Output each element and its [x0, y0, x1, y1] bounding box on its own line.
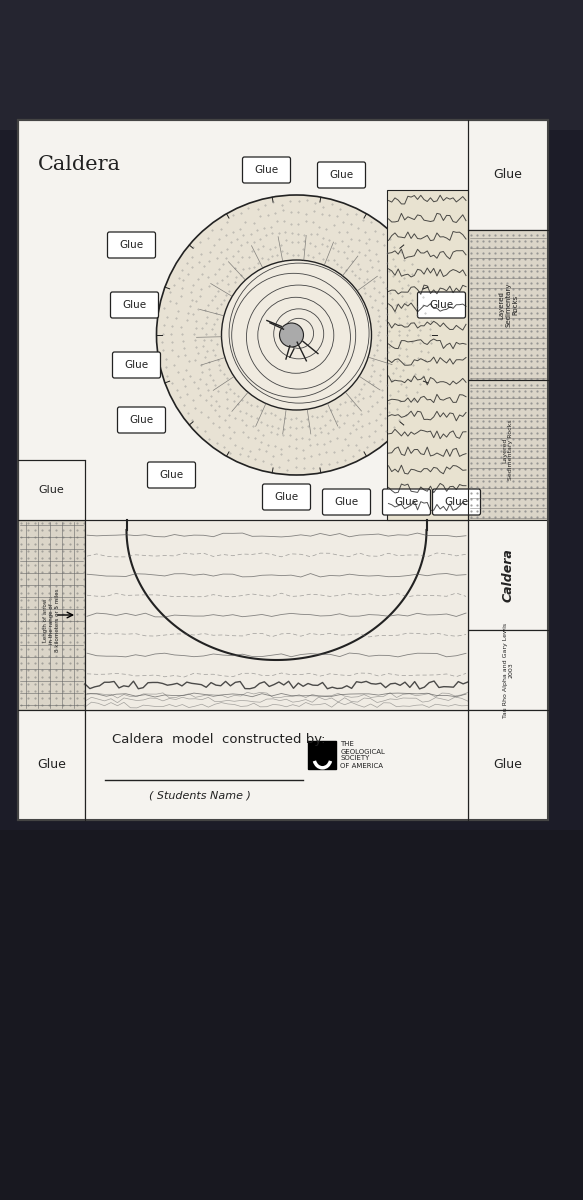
Circle shape — [279, 323, 304, 347]
Text: Glue: Glue — [494, 758, 522, 772]
Text: Glue: Glue — [335, 497, 359, 506]
FancyBboxPatch shape — [107, 232, 156, 258]
FancyBboxPatch shape — [113, 352, 160, 378]
Text: Glue: Glue — [329, 170, 353, 180]
Bar — [0, 830, 583, 1200]
Bar — [468, 120, 548, 230]
FancyBboxPatch shape — [111, 292, 159, 318]
Text: Caldera  model  constructed by:: Caldera model constructed by: — [113, 733, 326, 746]
Bar — [18, 120, 548, 820]
Text: Glue: Glue — [444, 497, 469, 506]
Bar — [18, 460, 85, 520]
Bar — [0, 0, 583, 130]
Bar — [468, 630, 548, 710]
Circle shape — [156, 194, 437, 475]
Bar — [468, 710, 548, 820]
FancyBboxPatch shape — [318, 162, 366, 188]
Text: Glue: Glue — [120, 240, 143, 250]
Bar — [308, 740, 336, 769]
Text: Glue: Glue — [395, 497, 419, 506]
Text: Glue: Glue — [275, 492, 298, 502]
Bar — [85, 710, 468, 820]
FancyBboxPatch shape — [118, 407, 166, 433]
FancyBboxPatch shape — [417, 292, 465, 318]
Text: Length of arrow
in the range of  ::
8 kilometers or 5 miles: Length of arrow in the range of :: 8 kil… — [43, 588, 60, 652]
Circle shape — [222, 260, 371, 410]
FancyBboxPatch shape — [243, 157, 290, 182]
FancyBboxPatch shape — [262, 484, 311, 510]
FancyBboxPatch shape — [322, 490, 371, 515]
Bar — [18, 710, 85, 820]
Bar — [18, 120, 548, 820]
Text: Layered
Sedimentary
Rocks: Layered Sedimentary Rocks — [498, 283, 518, 328]
Text: Glue: Glue — [37, 758, 66, 772]
Bar — [468, 380, 548, 520]
Bar — [468, 520, 548, 630]
Text: Glue: Glue — [124, 360, 149, 370]
Text: Caldera: Caldera — [501, 548, 515, 602]
Text: THE
GEOLOGICAL
SOCIETY
OF AMERICA: THE GEOLOGICAL SOCIETY OF AMERICA — [340, 742, 385, 768]
Bar — [18, 520, 85, 710]
Text: Glue: Glue — [129, 415, 153, 425]
Text: ( Students Name ): ( Students Name ) — [149, 790, 251, 800]
Text: Layered
Sedimentary Rocks: Layered Sedimentary Rocks — [503, 420, 514, 480]
Text: Glue: Glue — [430, 300, 454, 310]
Text: Glue: Glue — [122, 300, 146, 310]
FancyBboxPatch shape — [433, 490, 480, 515]
Text: Tau Rho Alpha and Gary Lewis
2003: Tau Rho Alpha and Gary Lewis 2003 — [503, 623, 514, 718]
Bar — [468, 230, 548, 380]
Text: Glue: Glue — [159, 470, 184, 480]
FancyBboxPatch shape — [147, 462, 195, 488]
Bar — [387, 190, 468, 520]
Text: Caldera: Caldera — [38, 156, 121, 174]
Text: Glue: Glue — [254, 164, 279, 175]
Bar — [85, 520, 468, 710]
Text: Glue: Glue — [38, 485, 64, 494]
Text: Glue: Glue — [494, 168, 522, 181]
FancyBboxPatch shape — [382, 490, 430, 515]
